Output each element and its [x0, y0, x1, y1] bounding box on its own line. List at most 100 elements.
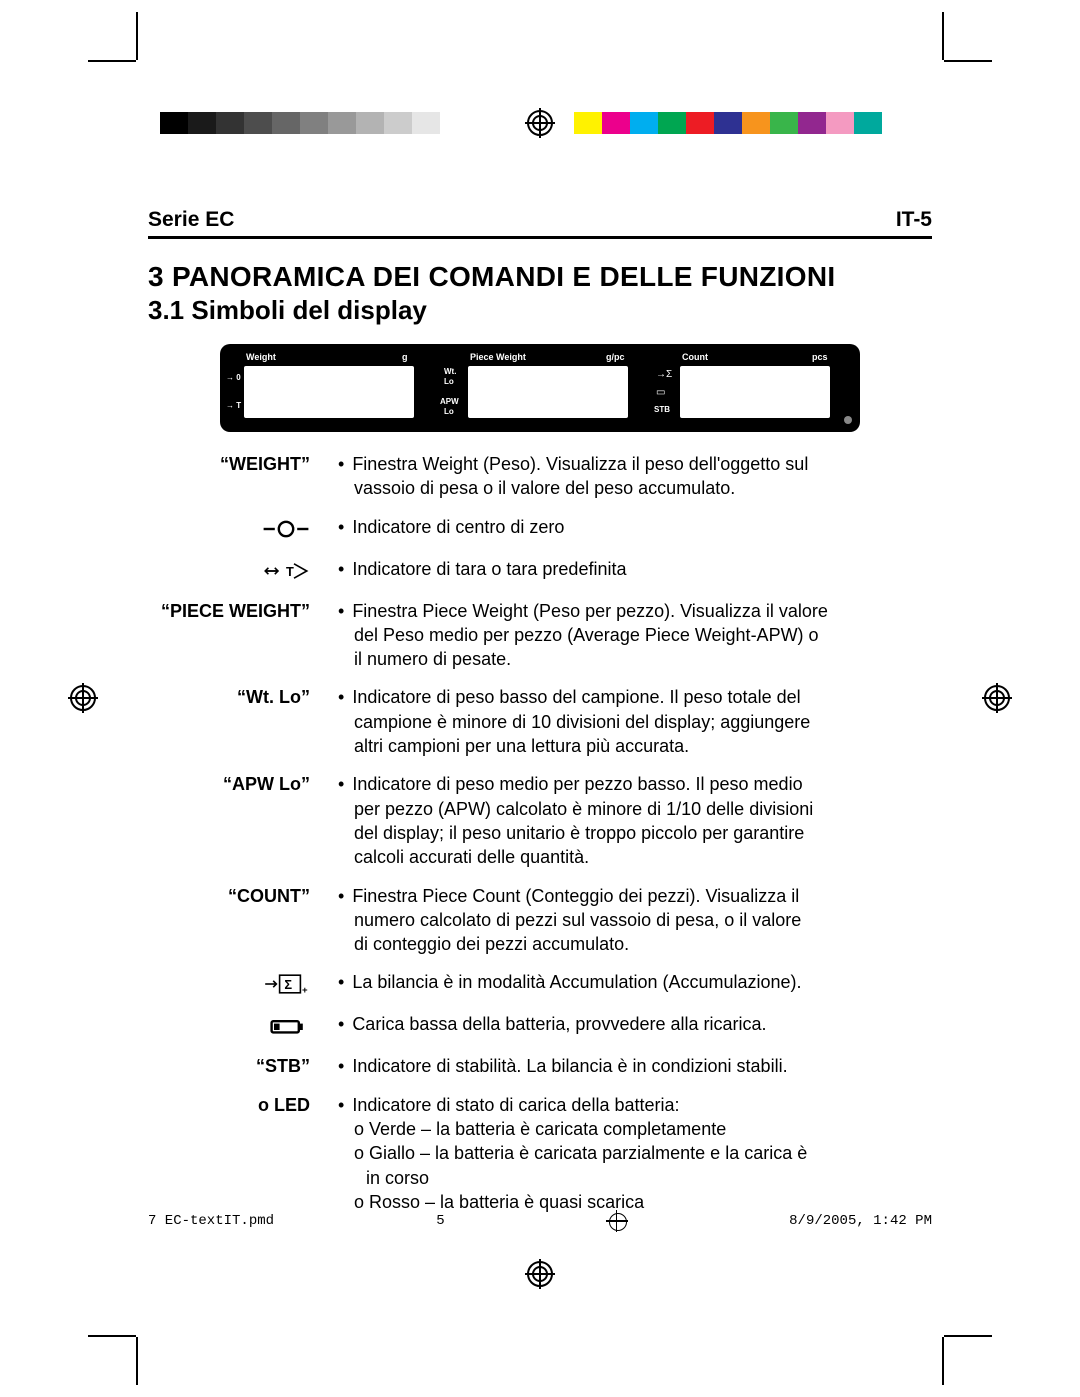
description-line: vassoio di pesa o il valore del peso acc… [338, 476, 932, 500]
display-panel: Weight g Piece Weight g/pc Count pcs → 0… [220, 344, 860, 432]
description-subline-cont: in corso [366, 1166, 932, 1190]
registration-target-icon [527, 1261, 553, 1287]
swatch [440, 112, 468, 134]
panel-annot-tare: → T [226, 402, 241, 410]
description-line: Indicatore di centro di zero [338, 515, 932, 539]
description-line: Finestra Weight (Peso). Visualizza il pe… [338, 452, 932, 476]
crop-mark [942, 12, 944, 60]
swatch [188, 112, 216, 134]
crop-mark [944, 60, 992, 62]
registration-target-icon [70, 685, 96, 711]
term-icon [148, 515, 338, 543]
definition-row: “WEIGHT”Finestra Weight (Peso). Visualiz… [148, 452, 932, 501]
panel-led-dot [844, 416, 852, 424]
description-line: Indicatore di stato di carica della batt… [338, 1093, 932, 1117]
panel-annot-sigma: →Σ [656, 370, 672, 380]
term-label: o LED [148, 1093, 338, 1117]
panel-annot-zero: → 0 ← [226, 374, 251, 382]
term-label: “Wt. Lo” [148, 685, 338, 709]
swatch [630, 112, 658, 134]
swatch [742, 112, 770, 134]
svg-text:Σ: Σ [284, 977, 292, 992]
panel-annot-wtlo: Lo [444, 378, 454, 386]
running-head: Serie EC IT-5 [148, 208, 932, 239]
description: Carica bassa della batteria, provvedere … [338, 1012, 932, 1036]
swatch [826, 112, 854, 134]
swatch [854, 112, 882, 134]
swatch [714, 112, 742, 134]
panel-window-count [680, 366, 830, 418]
description-line: del Peso medio per pezzo (Average Piece … [338, 623, 932, 647]
description-line: numero calcolato di pezzi sul vassoio di… [338, 908, 932, 932]
swatch [602, 112, 630, 134]
description-line: Indicatore di peso medio per pezzo basso… [338, 772, 932, 796]
slug-page: 5 [436, 1213, 444, 1229]
crop-mark [88, 60, 136, 62]
definition-row: “APW Lo”Indicatore di peso medio per pez… [148, 772, 932, 869]
sheet: Serie EC IT-5 3 PANORAMICA DEI COMANDI E… [0, 0, 1080, 1397]
definition-list: “WEIGHT”Finestra Weight (Peso). Visualiz… [148, 452, 932, 1214]
svg-text:+: + [302, 985, 308, 996]
term-label: “COUNT” [148, 884, 338, 908]
print-slug: 7 EC-textIT.pmd 5 8/9/2005, 1:42 PM [148, 1211, 932, 1231]
description: Indicatore di peso medio per pezzo basso… [338, 772, 932, 869]
series-label: Serie EC [148, 208, 234, 232]
crop-mark [942, 1337, 944, 1385]
swatch [328, 112, 356, 134]
description: Indicatore di stato di carica della batt… [338, 1093, 932, 1214]
panel-annot-apw: APW [440, 398, 459, 406]
description-line: di conteggio dei pezzi accumulato. [338, 932, 932, 956]
description-subline: o Giallo – la batteria è caricata parzia… [354, 1141, 932, 1165]
swatch [300, 112, 328, 134]
panel-label-count: Count [682, 352, 708, 362]
swatch [160, 112, 188, 134]
crop-mark [88, 1335, 136, 1337]
panel-label-pieceweight: Piece Weight [470, 352, 526, 362]
description: Finestra Piece Count (Conteggio dei pezz… [338, 884, 932, 957]
swatch [216, 112, 244, 134]
term-label: “WEIGHT” [148, 452, 338, 476]
swatch [798, 112, 826, 134]
page-code: IT-5 [896, 208, 932, 232]
zero-icon [262, 516, 310, 542]
slug-target-icon [607, 1211, 627, 1231]
panel-unit-gpc: g/pc [606, 352, 625, 362]
sigma-icon: Σ+ [262, 971, 310, 997]
definition-row: “COUNT”Finestra Piece Count (Conteggio d… [148, 884, 932, 957]
term-icon: Σ+ [148, 970, 338, 998]
definition-row: Carica bassa della batteria, provvedere … [148, 1012, 932, 1040]
description-line: Indicatore di peso basso del campione. I… [338, 685, 932, 709]
subsection-title: 3.1 Simboli del display [148, 295, 932, 326]
description: Indicatore di stabilità. La bilancia è i… [338, 1054, 932, 1078]
description-subline: o Verde – la batteria è caricata complet… [354, 1117, 932, 1141]
definition-row: T Indicatore di tara o tara predefinita [148, 557, 932, 585]
description-line: Carica bassa della batteria, provvedere … [338, 1012, 932, 1036]
section-title: 3 PANORAMICA DEI COMANDI E DELLE FUNZION… [148, 261, 932, 293]
swatch [770, 112, 798, 134]
description-line: Indicatore di tara o tara predefinita [338, 557, 932, 581]
crop-mark [136, 12, 138, 60]
description: La bilancia è in modalità Accumulation (… [338, 970, 932, 994]
panel-unit-pcs: pcs [812, 352, 828, 362]
crop-mark [136, 1337, 138, 1385]
term-label: “STB” [148, 1054, 338, 1078]
term-label: “PIECE WEIGHT” [148, 599, 338, 623]
description-line: il numero di pesate. [338, 647, 932, 671]
definition-row: o LEDIndicatore di stato di carica della… [148, 1093, 932, 1214]
panel-annot-wt: Wt. [444, 368, 456, 376]
swatch [356, 112, 384, 134]
definition-row: Σ+La bilancia è in modalità Accumulation… [148, 970, 932, 998]
swatch [574, 112, 602, 134]
panel-unit-g: g [402, 352, 408, 362]
description: Indicatore di tara o tara predefinita [338, 557, 932, 581]
swatch [658, 112, 686, 134]
page-content: Serie EC IT-5 3 PANORAMICA DEI COMANDI E… [148, 208, 932, 1229]
swatch [412, 112, 440, 134]
slug-file: 7 EC-textIT.pmd [148, 1213, 274, 1229]
panel-annot-batt: ▭ [656, 388, 665, 398]
description-line: del display; il peso unitario è troppo p… [338, 821, 932, 845]
description-line: Finestra Piece Count (Conteggio dei pezz… [338, 884, 932, 908]
swatch [272, 112, 300, 134]
tare-icon: T [262, 558, 310, 584]
description: Finestra Piece Weight (Peso per pezzo). … [338, 599, 932, 672]
